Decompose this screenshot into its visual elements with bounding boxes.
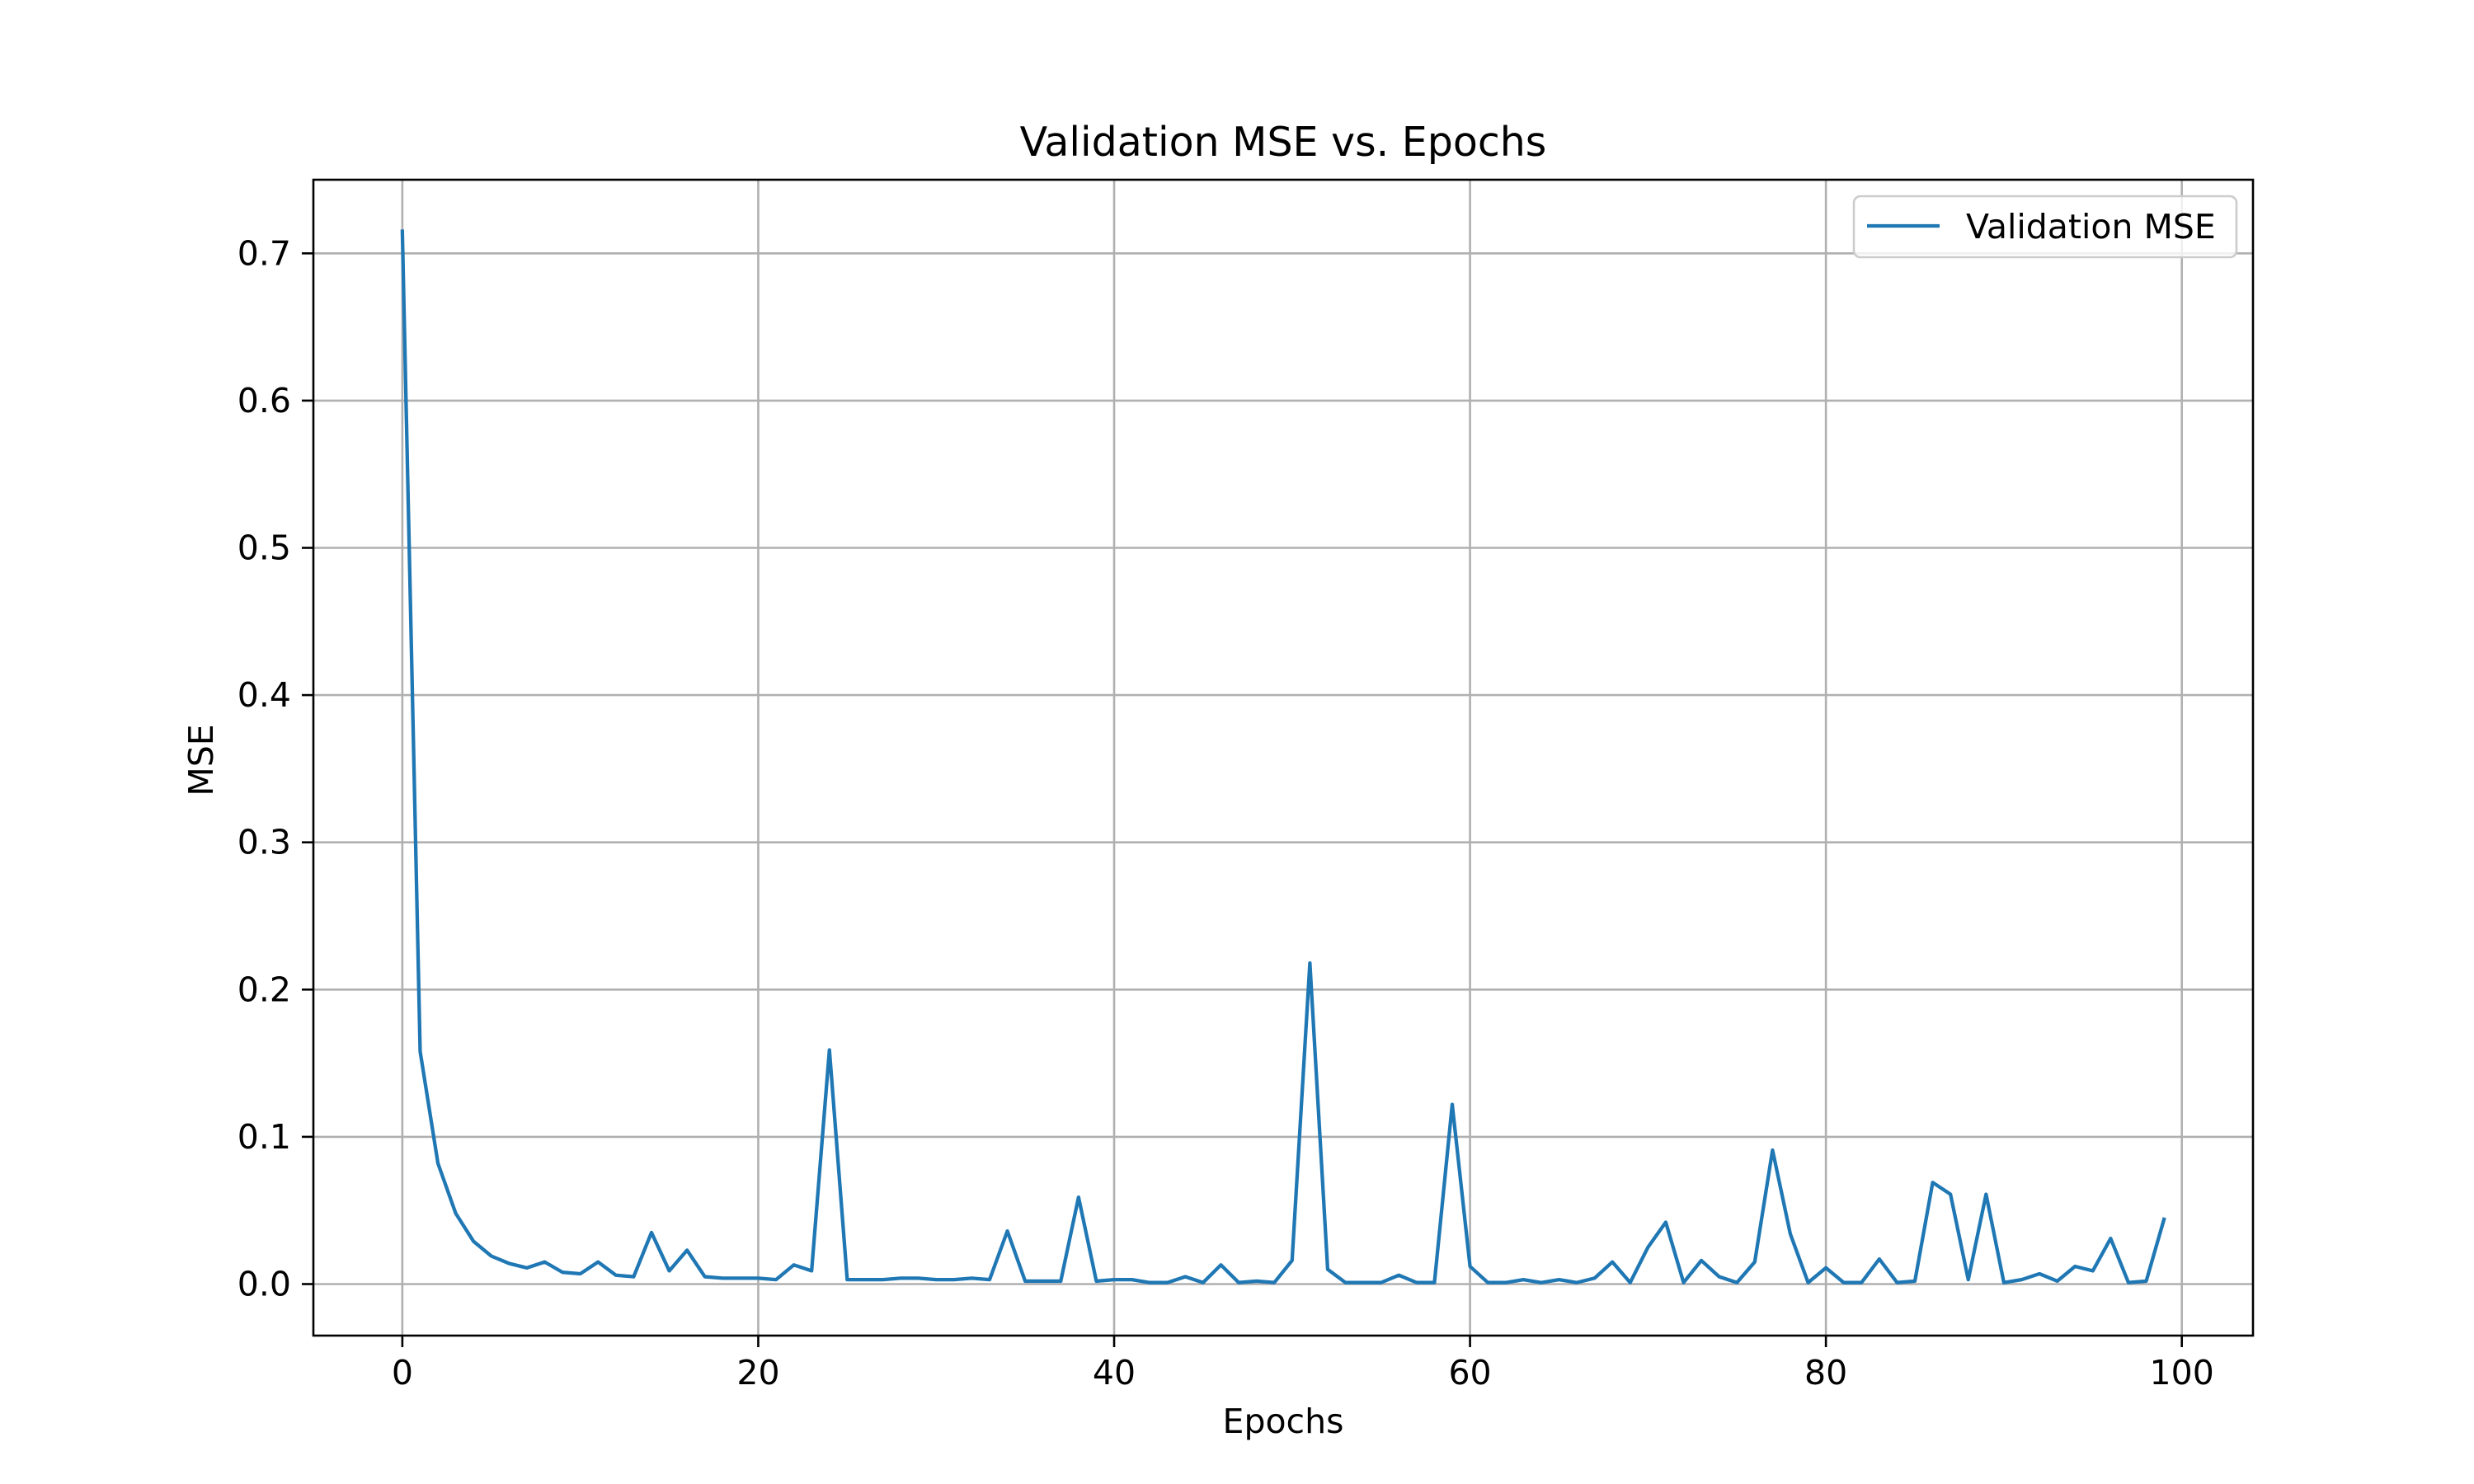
y-axis-ticks: 0.0 0.1 0.2 0.3 0.4 0.5 0.6 0.7 <box>238 233 313 1303</box>
series-layer <box>400 229 2166 1284</box>
legend-frame <box>1852 195 2238 259</box>
y-tick-label: 0.3 <box>238 823 291 862</box>
x-tick-label: 60 <box>1448 1353 1491 1392</box>
y-tick-label: 0.1 <box>238 1117 291 1157</box>
legend-label-validation-mse: Validation MSE <box>1966 207 2216 247</box>
x-tick-label: 20 <box>736 1353 779 1392</box>
x-tick-label: 80 <box>1804 1353 1847 1392</box>
x-tick-label: 40 <box>1093 1353 1136 1392</box>
y-tick-label: 0.0 <box>238 1264 291 1303</box>
y-tick-label: 0.5 <box>238 528 291 567</box>
y-tick-label: 0.4 <box>238 675 291 715</box>
chart-title: Validation MSE vs. Epochs <box>1020 119 1547 166</box>
x-axis-label: Epochs <box>1223 1402 1344 1441</box>
x-tick-label: 0 <box>392 1353 413 1392</box>
x-axis-ticks: 0 20 40 60 80 100 <box>392 1336 2214 1392</box>
x-tick-label: 100 <box>2150 1353 2214 1392</box>
plot-area-frame <box>312 178 2255 1337</box>
y-tick-label: 0.6 <box>238 381 291 420</box>
series-line-validation-mse <box>400 229 2166 1284</box>
legend: Validation MSE <box>1852 195 2238 259</box>
grid-lines <box>313 180 2253 1336</box>
y-axis-label: MSE <box>181 724 221 796</box>
y-tick-label: 0.2 <box>238 970 291 1009</box>
y-tick-label: 0.7 <box>238 233 291 273</box>
